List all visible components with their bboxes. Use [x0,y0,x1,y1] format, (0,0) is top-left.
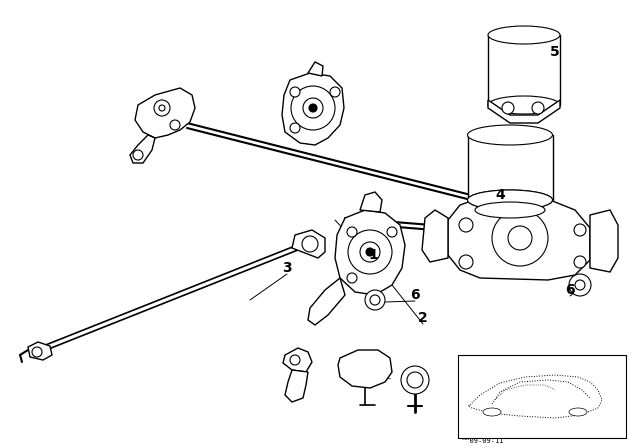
Circle shape [569,274,591,296]
Circle shape [387,227,397,237]
Text: 6: 6 [565,283,575,297]
Ellipse shape [467,125,552,145]
Polygon shape [283,348,312,372]
Polygon shape [130,135,155,163]
Polygon shape [338,350,392,388]
Ellipse shape [475,202,545,218]
Polygon shape [282,73,344,145]
Polygon shape [335,210,405,295]
Polygon shape [360,192,382,212]
Bar [468,135,553,200]
Circle shape [303,98,323,118]
Polygon shape [488,100,560,123]
Circle shape [154,100,170,116]
Polygon shape [135,88,195,138]
Circle shape [366,248,374,256]
Polygon shape [590,210,618,272]
Circle shape [290,87,300,97]
Circle shape [508,226,532,250]
Polygon shape [448,198,590,280]
Circle shape [574,256,586,268]
Polygon shape [292,230,325,258]
Ellipse shape [483,408,501,416]
Circle shape [575,280,585,290]
Text: 5: 5 [550,45,560,59]
Text: 2: 2 [418,311,428,325]
Circle shape [347,227,357,237]
Circle shape [309,104,317,112]
Text: 6: 6 [410,288,420,302]
Polygon shape [285,370,308,402]
Ellipse shape [467,190,552,210]
Text: 3: 3 [282,261,292,275]
Polygon shape [308,62,323,76]
Circle shape [290,123,300,133]
Circle shape [407,372,423,388]
Circle shape [291,86,335,130]
Circle shape [360,242,380,262]
Circle shape [32,347,42,357]
Circle shape [290,355,300,365]
Circle shape [348,230,392,274]
Polygon shape [28,342,52,360]
Ellipse shape [467,190,552,210]
Circle shape [347,273,357,283]
Text: 4: 4 [495,188,505,202]
Ellipse shape [569,408,587,416]
Circle shape [133,150,143,160]
Circle shape [459,218,473,232]
Bar [458,355,626,438]
Circle shape [459,255,473,269]
Polygon shape [308,278,345,325]
Ellipse shape [488,26,560,44]
Circle shape [574,224,586,236]
Circle shape [302,236,318,252]
Polygon shape [422,210,448,262]
Circle shape [401,366,429,394]
Circle shape [159,105,165,111]
Text: 1: 1 [368,248,378,262]
Circle shape [370,295,380,305]
Circle shape [170,120,180,130]
Ellipse shape [488,96,560,114]
Circle shape [330,87,340,97]
Circle shape [492,210,548,266]
Bar [488,35,560,105]
Circle shape [532,102,544,114]
Text: ^^09-09-11: ^^09-09-11 [462,438,504,444]
Circle shape [365,290,385,310]
Circle shape [502,102,514,114]
